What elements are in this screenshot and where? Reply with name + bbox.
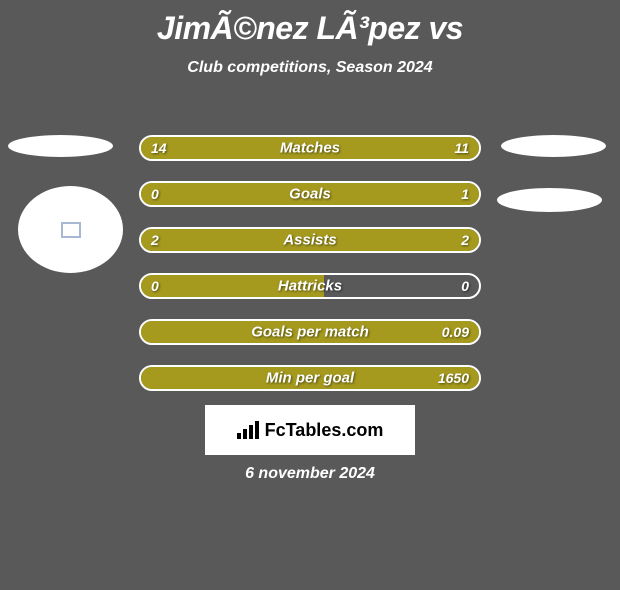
stat-bar-assists: 2 Assists 2 bbox=[139, 227, 481, 253]
stat-bar-goals: 0 Goals 1 bbox=[139, 181, 481, 207]
stat-bar-goals-per-match: Goals per match 0.09 bbox=[139, 319, 481, 345]
page-title: JimÃ©nez LÃ³pez vs bbox=[0, 10, 620, 47]
bar-fill-right bbox=[205, 183, 479, 205]
stat-label: Hattricks bbox=[278, 278, 342, 295]
stat-label: Min per goal bbox=[266, 370, 354, 387]
stat-bar-min-per-goal: Min per goal 1650 bbox=[139, 365, 481, 391]
stat-label: Matches bbox=[280, 140, 340, 157]
stat-value-left: 0 bbox=[151, 278, 159, 294]
stat-value-left: 0 bbox=[151, 186, 159, 202]
avatar-placeholder-icon bbox=[61, 222, 81, 238]
stat-label: Assists bbox=[283, 232, 336, 249]
stat-value-right: 1650 bbox=[438, 370, 469, 386]
stat-value-right: 1 bbox=[461, 186, 469, 202]
stat-value-right: 2 bbox=[461, 232, 469, 248]
stat-value-left: 14 bbox=[151, 140, 167, 156]
stat-value-left: 2 bbox=[151, 232, 159, 248]
chart-icon bbox=[237, 421, 259, 439]
stat-value-right: 0 bbox=[461, 278, 469, 294]
avatar-right-bottom bbox=[497, 188, 602, 212]
subtitle: Club competitions, Season 2024 bbox=[0, 59, 620, 77]
date-text: 6 november 2024 bbox=[245, 465, 375, 483]
stat-bar-matches: 14 Matches 11 bbox=[139, 135, 481, 161]
stat-value-right: 11 bbox=[454, 140, 469, 156]
bar-fill-right bbox=[324, 229, 479, 251]
stat-value-right: 0.09 bbox=[442, 324, 469, 340]
avatar-left-top bbox=[8, 135, 113, 157]
watermark: FcTables.com bbox=[205, 405, 415, 455]
stat-label: Goals bbox=[289, 186, 331, 203]
avatar-right-top bbox=[501, 135, 606, 157]
stats-bars-container: 14 Matches 11 0 Goals 1 2 Assists 2 0 Ha… bbox=[139, 135, 481, 411]
watermark-text: FcTables.com bbox=[265, 420, 384, 441]
stat-label: Goals per match bbox=[251, 324, 369, 341]
stat-bar-hattricks: 0 Hattricks 0 bbox=[139, 273, 481, 299]
avatar-left-bottom bbox=[18, 186, 123, 273]
